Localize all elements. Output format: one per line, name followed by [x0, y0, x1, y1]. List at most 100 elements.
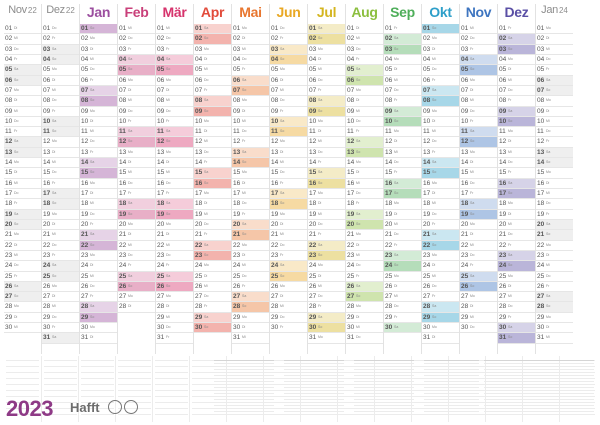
- weekday-label: Fr: [546, 67, 550, 72]
- day-number: 31: [537, 334, 545, 342]
- day-number: 01: [195, 25, 203, 32]
- info-table-row: [484, 403, 594, 406]
- info-table-row: [214, 370, 274, 373]
- day-row: 21 Mo: [4, 230, 41, 241]
- weekday-label: Fr: [52, 180, 56, 185]
- day-number: 17: [271, 190, 279, 197]
- day-row: [118, 333, 155, 344]
- day-number: 11: [157, 128, 164, 136]
- weekday-label: Do: [14, 191, 19, 195]
- weekday-label: Sa: [432, 232, 437, 237]
- day-row: 21 Di: [118, 230, 155, 241]
- weekday-label: Do: [546, 129, 551, 134]
- day-row: 11 Fr: [346, 127, 383, 138]
- info-table-row: [354, 394, 414, 397]
- day-row: 09 Mi: [4, 107, 41, 117]
- day-number: 29: [309, 313, 317, 321]
- note-line: [155, 378, 188, 379]
- weekday-label: So: [242, 304, 247, 309]
- day-number: 18: [537, 200, 545, 208]
- weekday-label: Fr: [470, 46, 474, 51]
- weekday-label: Mi: [90, 56, 94, 61]
- note-line: [44, 372, 77, 373]
- day-row: 15 Mo: [232, 168, 269, 179]
- weekday-label: Mo: [432, 252, 437, 257]
- month-column: Aug 01 Di 02 Mi 03 Do 04 Fr 05 Sa 06 So 07 Mo 08 Di 09 Mi 1…: [345, 4, 383, 354]
- weekday-label: So: [166, 139, 171, 144]
- day-number: 06: [43, 76, 51, 84]
- note-line: [81, 396, 114, 397]
- weekday-label: Sa: [356, 67, 361, 72]
- day-row: 12 Mi: [308, 137, 345, 148]
- footer-column: [41, 356, 79, 422]
- weekday-label: So: [14, 77, 19, 82]
- day-row: 10 Di: [80, 117, 117, 128]
- weekday-label: Sa: [508, 252, 513, 257]
- weekday-label: Di: [14, 98, 18, 103]
- day-row: 10 Mo: [308, 117, 345, 128]
- day-number: 18: [81, 200, 89, 208]
- day-row: 06 Sa: [536, 75, 573, 86]
- weekday-label: Do: [52, 170, 57, 175]
- day-row: 20 Mi: [384, 220, 421, 231]
- weekday-label: Di: [470, 87, 474, 92]
- day-row: 16 Mi: [4, 179, 41, 189]
- day-row: [270, 333, 307, 344]
- weekday-label: So: [356, 149, 361, 154]
- day-number: 02: [499, 35, 507, 43]
- day-row: 18 Sa: [460, 199, 497, 210]
- weekday-label: Sa: [508, 180, 513, 185]
- weekday-label: Do: [90, 139, 95, 144]
- day-row: 23 Do: [118, 251, 155, 262]
- day-row: 06 Mi: [498, 76, 535, 86]
- info-table-row: [214, 409, 274, 412]
- weekday-label: Di: [432, 46, 436, 51]
- day-number: 29: [233, 313, 241, 321]
- day-row: 14 Fr: [194, 158, 231, 169]
- weekday-label: Fr: [14, 201, 18, 206]
- day-number: 16: [5, 179, 13, 187]
- weekday-label: Mi: [280, 160, 284, 165]
- weekday-label: Fr: [204, 160, 208, 165]
- day-number: 13: [347, 148, 355, 156]
- weekday-label: Sa: [280, 191, 285, 195]
- weekday-label: Fr: [204, 232, 208, 237]
- day-number: 30: [461, 324, 469, 332]
- day-number: 16: [81, 179, 89, 187]
- month-column: Mai 01 Mo 02 Di 03 Mi 04 Do 05 Fr 06 Sa 07 So 08 Mo 09 Di 1…: [231, 4, 269, 354]
- weekday-label: Fr: [166, 46, 170, 51]
- day-number: 19: [271, 210, 279, 218]
- weekday-label: Sa: [166, 201, 171, 206]
- day-row: 02 Mo: [80, 34, 117, 45]
- info-table-row: [214, 412, 274, 415]
- weekday-label: Fr: [52, 252, 56, 257]
- weekday-label: Do: [356, 46, 361, 51]
- day-row: 07 Mo: [4, 86, 41, 97]
- weekday-label: Di: [546, 36, 550, 41]
- weekday-label: Mi: [166, 98, 170, 103]
- day-row: 10 So: [384, 116, 421, 128]
- day-number: 20: [233, 220, 241, 228]
- day-number: 19: [233, 210, 241, 218]
- day-number: 09: [537, 107, 545, 115]
- day-number: 09: [119, 107, 127, 115]
- weekday-label: Do: [432, 211, 437, 216]
- day-row: 28 Do: [384, 302, 421, 313]
- day-row: 23 Di: [536, 251, 573, 262]
- weekday-label: Fr: [356, 273, 360, 278]
- weekday-label: Do: [128, 252, 133, 257]
- day-row: 18 Sa: [118, 199, 155, 210]
- day-row: 18 Fr: [4, 199, 41, 210]
- note-line: [192, 366, 225, 367]
- day-row: 16 Sa: [384, 178, 421, 189]
- day-row: 07 Mi: [270, 86, 307, 97]
- weekday-label: Mo: [14, 232, 19, 237]
- month-name: Dez: [504, 4, 529, 20]
- day-number: 16: [347, 179, 355, 187]
- weekday-label: Mi: [280, 232, 284, 237]
- weekday-label: Mo: [546, 170, 551, 175]
- day-row: 24 Mo: [194, 261, 231, 272]
- info-table-row: [354, 403, 414, 406]
- weekday-label: So: [318, 252, 323, 257]
- info-table-row: [484, 388, 594, 391]
